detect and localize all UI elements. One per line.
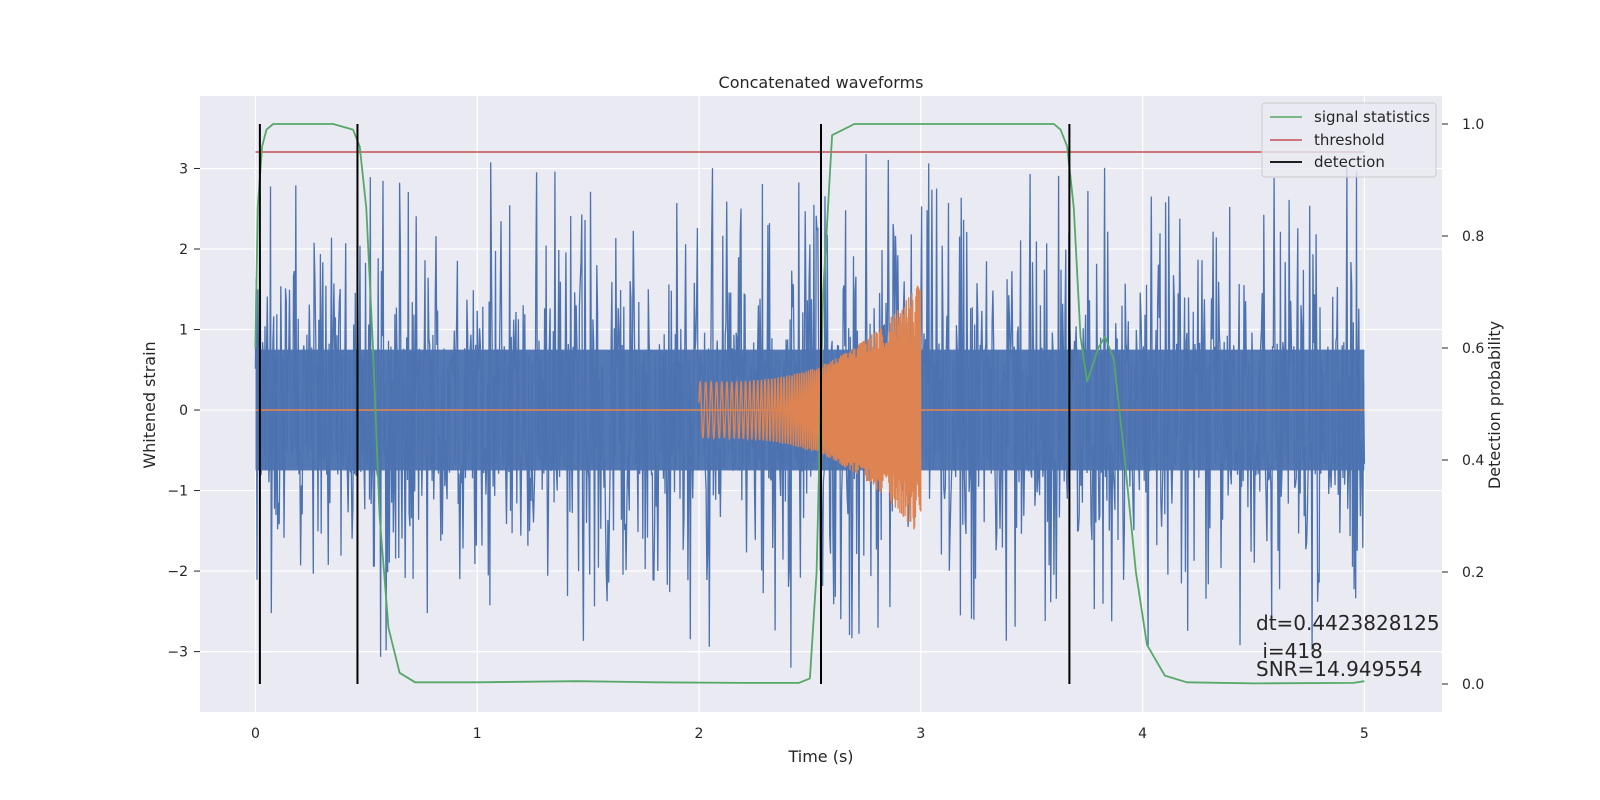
x-tick-label: 4 bbox=[1138, 726, 1147, 742]
y-tick-label: −1 bbox=[167, 484, 188, 500]
x-tick-label: 2 bbox=[695, 726, 704, 742]
y-tick-label: 1 bbox=[179, 323, 188, 339]
x-tick-label: 0 bbox=[251, 726, 260, 742]
annotation-index: i=418 bbox=[1256, 639, 1323, 663]
x-tick-label: 3 bbox=[916, 726, 925, 742]
y-tick-label: 0 bbox=[179, 403, 188, 419]
y-tick-label: 3 bbox=[179, 161, 188, 177]
axis-ticks: 0 1 2 3 4 5 −3 −2 −1 0 1 2 3 0.0 0.2 0.4 0.6 0.8 1.0 bbox=[167, 117, 1484, 742]
legend-label-detection: detection bbox=[1314, 153, 1385, 171]
y2-tick-label: 0.8 bbox=[1462, 229, 1484, 245]
legend-label-threshold: threshold bbox=[1314, 131, 1385, 149]
y-tick-label: 2 bbox=[179, 242, 188, 258]
legend-box bbox=[1261, 102, 1437, 178]
strain-line bbox=[254, 153, 1366, 668]
annotation-snr: SNR=14.949554 bbox=[1256, 657, 1422, 681]
chart-title: Concatenated waveforms bbox=[719, 73, 924, 92]
y-tick-label: −3 bbox=[167, 645, 188, 661]
y2-tick-label: 1.0 bbox=[1462, 117, 1484, 133]
x-tick-label: 5 bbox=[1360, 726, 1369, 742]
legend: signal statistics threshold detection bbox=[1261, 102, 1437, 178]
injected-waveform-series bbox=[255, 285, 1365, 530]
x-axis-label: Time (s) bbox=[787, 747, 853, 766]
detection-series bbox=[258, 124, 1071, 684]
signal-statistics-series bbox=[254, 123, 1365, 685]
y-tick-label: −2 bbox=[167, 564, 188, 580]
injected-chirp-line bbox=[698, 285, 922, 530]
x-tick-label: 1 bbox=[473, 726, 482, 742]
signal-statistics-line bbox=[254, 123, 1365, 685]
annotation-dt: dt=0.4423828125 bbox=[1256, 611, 1440, 635]
y2-tick-label: 0.6 bbox=[1462, 341, 1484, 357]
y2-tick-label: 0.4 bbox=[1462, 453, 1484, 469]
legend-label-signal-statistics: signal statistics bbox=[1314, 108, 1430, 126]
y2-tick-label: 0.2 bbox=[1462, 565, 1484, 581]
y-axis-label: Whitened strain bbox=[140, 341, 159, 468]
y2-axis-label: Detection probability bbox=[1485, 321, 1504, 489]
y2-tick-label: 0.0 bbox=[1462, 677, 1484, 693]
